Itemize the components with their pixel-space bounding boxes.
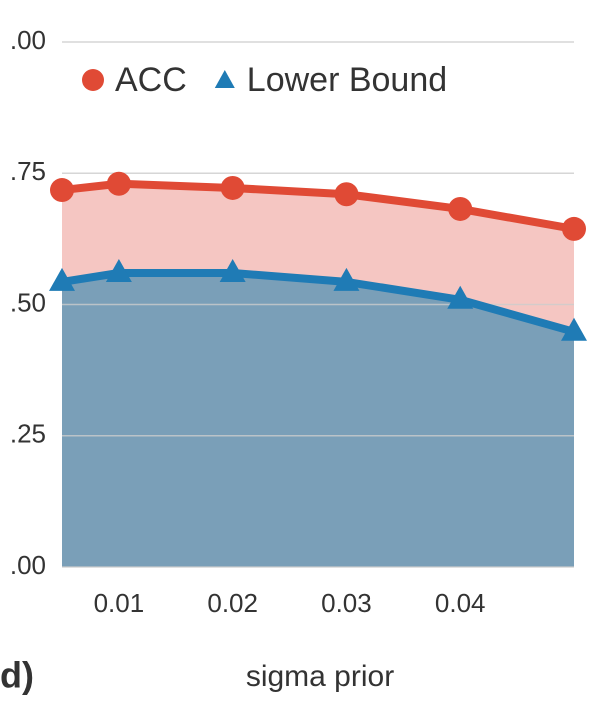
series-line [61,269,576,336]
legend-item: ACC [82,61,187,99]
x-tick-label: 0.04 [435,588,486,618]
x-axis-label: sigma prior [246,660,394,693]
point [448,196,473,221]
point [333,267,360,291]
point [447,285,474,309]
point [561,317,587,341]
area-fill [62,273,574,567]
legend-item: Lower Bound [214,61,447,99]
legend-marker [82,69,104,91]
legend-marker [214,70,235,88]
point [562,216,586,241]
point [106,171,131,196]
point [105,259,132,282]
legend-label: Lower Bound [247,61,447,99]
point [334,182,359,207]
y-tick-label: .00 [10,25,46,55]
point [220,175,245,200]
x-tick-label: 0.01 [94,588,145,618]
point [50,178,74,203]
x-tick-label: 0.02 [207,588,258,618]
y-tick-label: .00 [10,550,46,580]
legend-label: ACC [115,61,187,99]
x-tick-label: 0.03 [321,588,372,618]
point [49,267,75,291]
y-tick-label: .75 [10,156,46,186]
y-tick-label: .25 [10,419,46,449]
y-tick-label: .50 [10,287,46,317]
panel-label: d) [0,655,34,696]
point [219,259,246,282]
